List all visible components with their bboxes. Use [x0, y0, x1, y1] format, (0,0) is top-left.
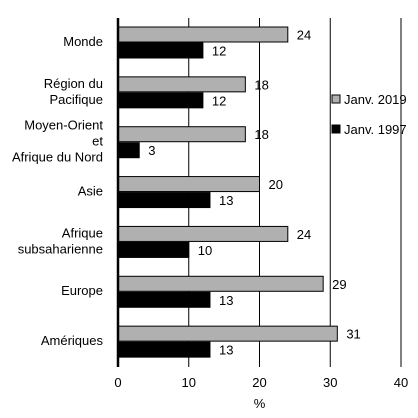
- x-tick-label: 30: [323, 375, 337, 390]
- category-label: Moyen-Orient et Afrique du Nord: [12, 118, 103, 165]
- bar-1997: [117, 241, 190, 258]
- value-label-2019: 18: [254, 77, 268, 92]
- legend-swatch: [331, 94, 341, 104]
- value-label-1997: 10: [198, 243, 212, 258]
- x-tick-label: 10: [182, 375, 196, 390]
- bar-2019: [117, 225, 289, 242]
- bar-2019: [117, 325, 338, 342]
- bar-1997: [117, 291, 211, 308]
- value-label-2019: 24: [297, 28, 311, 43]
- value-label-2019: 18: [254, 127, 268, 142]
- category-label: Afrique subsaharienne: [18, 225, 103, 256]
- category-label: Monde: [63, 34, 103, 49]
- value-labels: 24 12 18 12 18 3 20 13 24 10 29 13 31 13: [148, 28, 361, 358]
- value-label-2019: 24: [297, 227, 311, 242]
- bar-1997: [117, 42, 204, 59]
- x-tick-label: 40: [394, 375, 408, 390]
- bar-2019: [117, 126, 246, 143]
- value-label-2019: 31: [346, 327, 360, 342]
- x-tick-label: 20: [252, 375, 266, 390]
- bar-1997: [117, 341, 211, 358]
- category-label: Europe: [61, 283, 103, 298]
- value-label-1997: 13: [219, 193, 233, 208]
- value-label-1997: 12: [212, 44, 226, 59]
- category-label: Région du Pacifique: [44, 76, 103, 107]
- legend-swatch: [331, 124, 341, 134]
- legend-label: Janv. 1997: [344, 122, 407, 137]
- x-axis-title: %: [254, 396, 266, 411]
- value-label-1997: 3: [148, 143, 155, 158]
- value-label-1997: 12: [212, 93, 226, 108]
- bar-2019: [117, 76, 246, 93]
- category-label: Asie: [78, 184, 103, 199]
- bar-1997: [117, 92, 204, 109]
- bars: [117, 26, 338, 358]
- value-label-1997: 13: [219, 343, 233, 358]
- category-label: Amériques: [41, 333, 104, 348]
- bar-2019: [117, 176, 260, 193]
- legend-label: Janv. 2019: [344, 92, 407, 107]
- bar-2019: [117, 26, 289, 43]
- bar-1997: [117, 192, 211, 209]
- legend: Janv. 2019 Janv. 1997: [331, 92, 407, 137]
- value-label-2019: 20: [269, 177, 283, 192]
- x-tick-label: 0: [114, 375, 121, 390]
- value-label-2019: 29: [332, 277, 346, 292]
- bar-1997: [117, 142, 140, 159]
- category-labels: Monde Région du Pacifique Moyen-Orient et Afr…: [12, 34, 104, 348]
- value-label-1997: 13: [219, 293, 233, 308]
- bar-2019: [117, 275, 324, 292]
- x-axis: 0 10 20 30 40: [114, 375, 408, 390]
